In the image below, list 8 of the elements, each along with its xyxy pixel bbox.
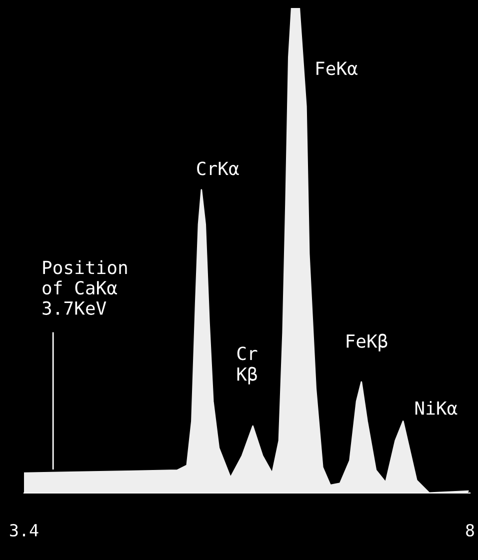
annotation: FeKα	[316, 62, 358, 76]
annotation: CrKα	[197, 162, 239, 176]
ref-line-label: Position of CaKα 3.7KeV	[42, 260, 127, 315]
annotation: NiKα	[415, 400, 458, 415]
x-tick-label: 8	[466, 524, 474, 537]
annotation: FeKβ	[346, 334, 388, 352]
x-tick-label: 3.4	[10, 524, 38, 537]
annotation: Cr Kβ	[237, 346, 258, 384]
